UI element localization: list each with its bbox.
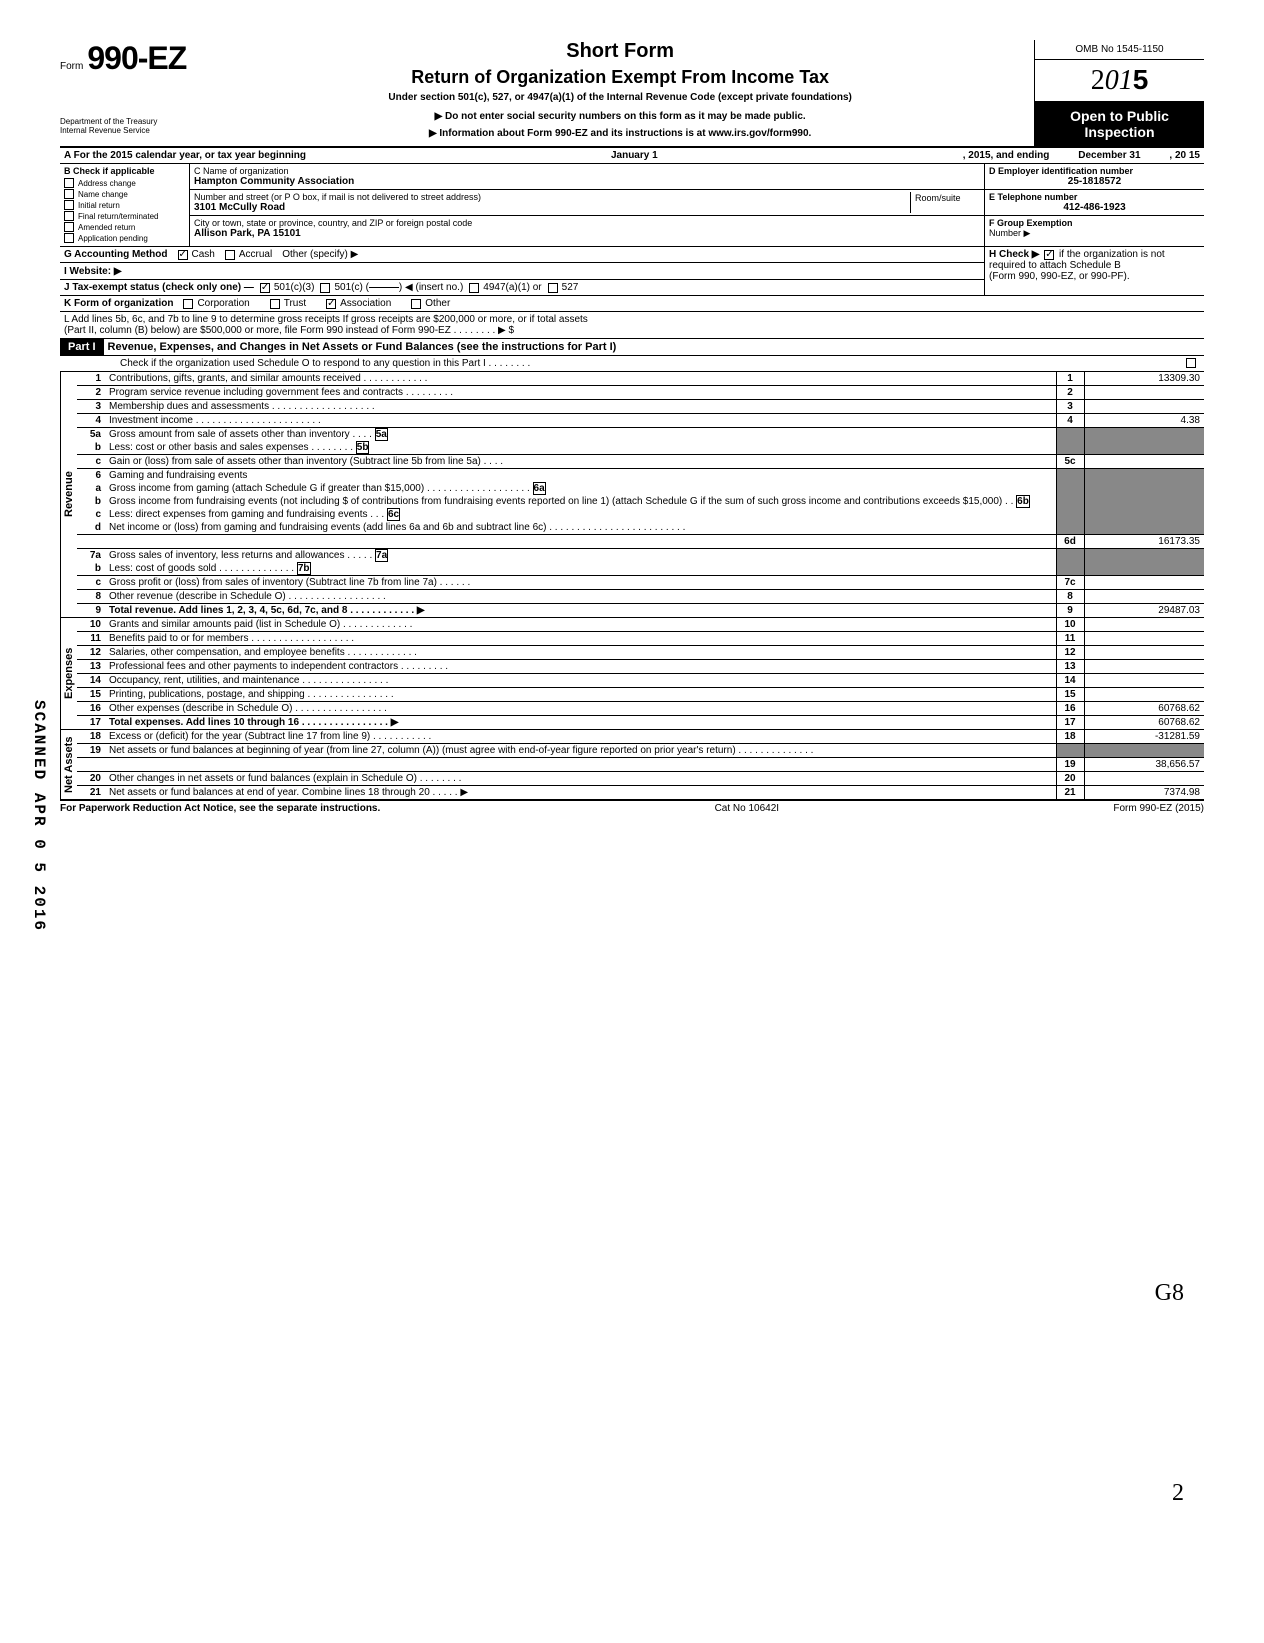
section-a: A For the 2015 calendar year, or tax yea… bbox=[60, 148, 1204, 164]
checkbox-pending[interactable] bbox=[64, 233, 74, 243]
checkbox-part1-scho[interactable] bbox=[1186, 358, 1196, 368]
expenses-section: Expenses 10Grants and similar amounts pa… bbox=[60, 618, 1204, 730]
checkbox-final[interactable] bbox=[64, 211, 74, 221]
checkbox-trust[interactable] bbox=[270, 299, 280, 309]
footer: For Paperwork Reduction Act Notice, see … bbox=[60, 801, 1204, 814]
tax-year: 2015 bbox=[1035, 60, 1204, 102]
omb-number: OMB No 1545-1150 bbox=[1035, 40, 1204, 60]
form-prefix: Form bbox=[60, 61, 83, 72]
title-sub: Return of Organization Exempt From Incom… bbox=[226, 67, 1014, 88]
scanned-stamp: SCANNED APR 0 5 2016 bbox=[30, 700, 48, 932]
checkbox-assoc[interactable] bbox=[326, 299, 336, 309]
checkbox-accrual[interactable] bbox=[225, 250, 235, 260]
checkbox-amended[interactable] bbox=[64, 222, 74, 232]
department: Department of the Treasury Internal Reve… bbox=[60, 77, 206, 135]
handwrite-g8: G8 bbox=[1155, 1280, 1184, 1307]
checkbox-initial[interactable] bbox=[64, 200, 74, 210]
title-note2: ▶ Information about Form 990-EZ and its … bbox=[226, 128, 1014, 139]
checkbox-other-org[interactable] bbox=[411, 299, 421, 309]
sections-bcdef: B Check if applicable Address change Nam… bbox=[60, 164, 1204, 247]
sections-def: D Employer identification number 25-1818… bbox=[984, 164, 1204, 246]
title-note1: ▶ Do not enter social security numbers o… bbox=[226, 111, 1014, 122]
section-c: C Name of organization Hampton Community… bbox=[190, 164, 984, 246]
title-section: Short Form Return of Organization Exempt… bbox=[206, 40, 1034, 145]
title-main: Short Form bbox=[226, 40, 1014, 63]
checkbox-501c3[interactable] bbox=[260, 283, 270, 293]
checkbox-527[interactable] bbox=[548, 283, 558, 293]
checkbox-h[interactable] bbox=[1044, 250, 1054, 260]
section-l: L Add lines 5b, 6c, and 7b to line 9 to … bbox=[60, 312, 1204, 339]
part1-header: Part I Revenue, Expenses, and Changes in… bbox=[60, 339, 1204, 356]
title-desc: Under section 501(c), 527, or 4947(a)(1)… bbox=[226, 92, 1014, 103]
netassets-label: Net Assets bbox=[60, 730, 77, 799]
checkbox-name[interactable] bbox=[64, 189, 74, 199]
revenue-section: Revenue 1Contributions, gifts, grants, a… bbox=[60, 372, 1204, 618]
form-number: 990-EZ bbox=[87, 40, 186, 77]
revenue-label: Revenue bbox=[60, 372, 77, 617]
checkbox-address[interactable] bbox=[64, 178, 74, 188]
checkbox-501c[interactable] bbox=[320, 283, 330, 293]
checkbox-4947[interactable] bbox=[469, 283, 479, 293]
form-header: Form 990-EZ Department of the Treasury I… bbox=[60, 40, 1204, 148]
handwrite-2: 2 bbox=[1172, 1480, 1184, 1507]
checkbox-corp[interactable] bbox=[183, 299, 193, 309]
right-box: OMB No 1545-1150 2015 Open to Public Ins… bbox=[1034, 40, 1204, 146]
expenses-label: Expenses bbox=[60, 618, 77, 729]
section-b: B Check if applicable Address change Nam… bbox=[60, 164, 190, 246]
netassets-section: Net Assets 18Excess or (deficit) for the… bbox=[60, 730, 1204, 801]
form-label: Form 990-EZ bbox=[60, 40, 206, 77]
inspection-box: Open to Public Inspection bbox=[1035, 102, 1204, 146]
checkbox-cash[interactable] bbox=[178, 250, 188, 260]
